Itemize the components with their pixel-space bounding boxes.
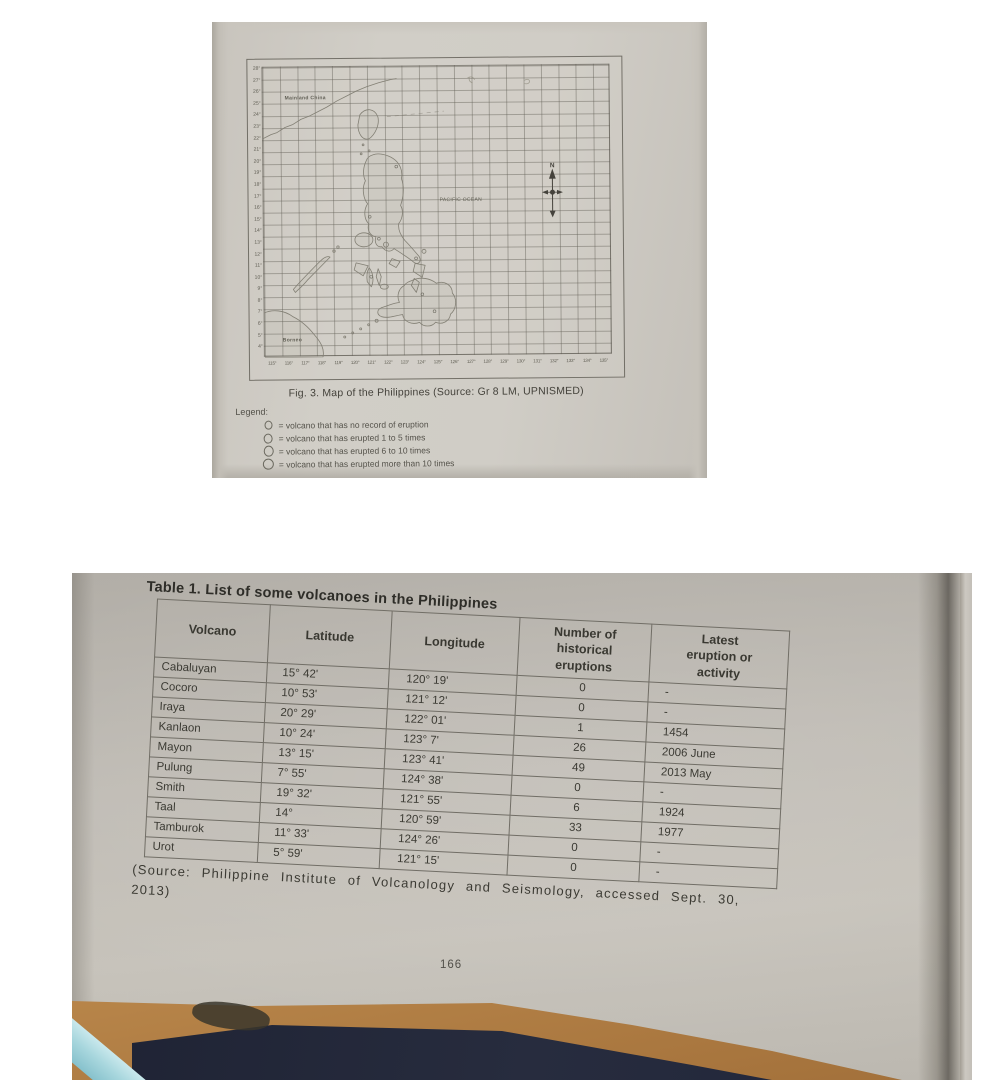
latitude-tick-label: 4° <box>258 343 263 351</box>
map-label-borneo: Borneo <box>282 337 303 344</box>
longitude-tick-label: 121° <box>367 359 377 365</box>
volcano-circle-icon <box>262 458 275 470</box>
longitude-tick-label: 122° <box>384 359 393 365</box>
volcano-circle-icon <box>262 433 275 444</box>
longitude-tick-label: 118° <box>317 360 327 366</box>
map-grid: N Mainland China PACIFIC OCEAN Borneo <box>261 63 612 358</box>
volcano-table: Volcano Latitude Longitude Number of histor… <box>144 599 790 890</box>
longitude-tick-label: 125° <box>433 359 443 365</box>
longitude-tick-label: 130° <box>516 358 526 364</box>
philippines-map-figure: 28° 27° 26° 25° 24° 23° 22° 21° 20° 19° 18° 17° 16° 1… <box>246 55 626 381</box>
longitude-tick-label: 135° <box>599 357 609 363</box>
pencil-smudge-marks <box>467 76 530 85</box>
longitude-tick-label: 127° <box>466 358 476 364</box>
longitude-tick-label: 115° <box>268 360 277 366</box>
map-legend: Legend: = volcano that has no record of … <box>235 405 454 471</box>
legend-item-label: = volcano that has erupted 1 to 5 times <box>278 431 426 444</box>
legend-item: = volcano that has erupted more than 10 … <box>262 456 455 471</box>
volcano-circle-icon <box>261 420 274 430</box>
longitude-tick-label: 120° <box>350 359 360 365</box>
philippines-map-drawing: N <box>262 76 563 358</box>
longitude-tick-label: 134° <box>582 357 592 363</box>
longitude-tick-label: 126° <box>450 359 459 365</box>
volcano-markers <box>368 164 437 313</box>
legend-title: Legend: <box>235 406 268 417</box>
longitude-tick-label: 129° <box>500 358 509 364</box>
longitude-tick-label: 131° <box>533 358 542 364</box>
latitude-tick-label: 23° <box>253 123 261 130</box>
latitude-tick-label: 28° <box>252 65 261 72</box>
legend-item-label: = volcano that has erupted 6 to 10 times <box>278 444 431 457</box>
page-crease-shadow <box>918 573 960 1080</box>
latitude-tick-label: 18° <box>253 181 262 188</box>
column-header: Number of historical eruptions <box>517 617 652 683</box>
legend-item-label: = volcano that has no record of eruption <box>278 418 429 431</box>
longitude-tick-label: 132° <box>549 358 559 364</box>
latitude-tick-label: 13° <box>254 239 262 246</box>
page-number: 166 <box>440 959 463 971</box>
map-label-mainland-china: Mainland China <box>284 95 326 102</box>
bottom-photo-table-page: Table 1. List of some volcanoes in the P… <box>72 573 972 1080</box>
map-label-pacific-ocean: PACIFIC OCEAN <box>439 196 483 204</box>
longitude-tick-label: 124° <box>417 359 426 365</box>
longitude-tick-label: 123° <box>400 359 410 365</box>
latitude-tick-label: 6° <box>257 320 263 327</box>
figure-caption: Fig. 3. Map of the Philippines (Source: … <box>288 384 584 400</box>
legend-item-label: = volcano that has erupted more than 10 … <box>278 457 455 470</box>
column-header: Latitude <box>267 604 393 669</box>
legend-item-list: = volcano that has no record of eruption… <box>235 417 454 471</box>
longitude-tick-label: 128° <box>483 358 493 364</box>
longitude-tick-label: 117° <box>301 360 310 366</box>
volcano-circle-icon <box>262 445 275 457</box>
longitude-tick-label: 133° <box>566 357 575 364</box>
column-header: Volcano <box>154 599 271 663</box>
page-edge-strip <box>960 573 972 1080</box>
top-page-content: 28° 27° 26° 25° 24° 23° 22° 21° 20° 19° 18° 17° 16° 1… <box>212 22 707 478</box>
compass-rose: N <box>542 162 563 218</box>
table-body: Cabaluyan 15° 42' 120° 19' 0 - Cocoro 10… <box>144 656 787 889</box>
longitude-axis: 115° 116° 117° 118° 119° 120° 121° 122° 123° 124°… <box>264 358 612 366</box>
column-header: Longitude <box>389 610 521 676</box>
latitude-axis: 28° 27° 26° 25° 24° 23° 22° 21° 20° 19° 18° 17° 16° 1… <box>248 65 263 357</box>
top-photo-map-page: 28° 27° 26° 25° 24° 23° 22° 21° 20° 19° 18° 17° 16° 1… <box>212 22 707 478</box>
volcano-table-block: Table 1. List of some volcanoes in the P… <box>131 579 846 934</box>
longitude-tick-label: 116° <box>284 360 293 366</box>
longitude-tick-label: 119° <box>334 360 343 366</box>
compass-north-label: N <box>550 162 555 169</box>
column-header: Latest eruption or activity <box>648 624 790 690</box>
